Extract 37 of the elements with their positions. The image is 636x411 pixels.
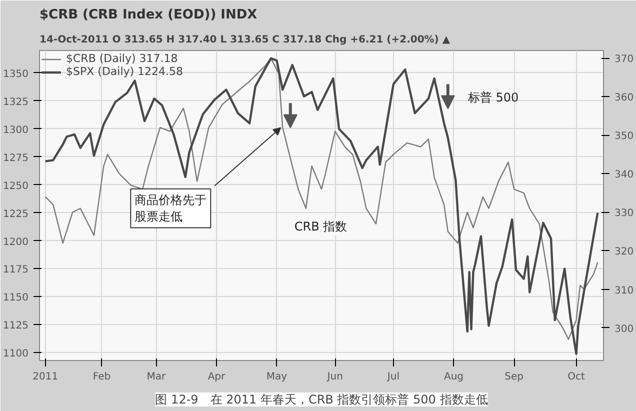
annotation: 标普 500 [466, 90, 519, 105]
x-tick-label: 2011 [32, 372, 58, 382]
y2-tick-label: 320 [614, 246, 634, 258]
x-tick-label: Jul [386, 372, 400, 382]
y2-tick-label: 370 [614, 54, 634, 66]
y-tick-label: 1125 [3, 320, 29, 332]
annotation: CRB 指数 [294, 220, 348, 234]
x-tick-label: Sep [504, 372, 524, 382]
x-tick-label: Mar [146, 372, 167, 382]
y2-tick-label: 330 [614, 208, 634, 220]
x-tick-label: Aug [444, 372, 464, 382]
x-tick-label: May [266, 372, 288, 382]
legend-label: $CRB (Daily) 317.18 [66, 52, 178, 65]
y2-tick-label: 310 [614, 285, 634, 296]
y-tick-label: 1325 [3, 96, 29, 108]
x-tick-label: Feb [92, 372, 111, 382]
y-tick-label: 1350 [3, 68, 29, 80]
y-tick-label: 1175 [3, 264, 29, 276]
y-tick-label: 1225 [3, 208, 29, 220]
caption: 图 12-9 在 2011 年春天，CRB 指数引领标普 500 指数走低 [155, 392, 488, 406]
y-tick-label: 1150 [3, 292, 29, 304]
y-tick-label: 1250 [3, 180, 29, 192]
x-tick-label: Apr [208, 372, 226, 382]
y-tick-label: 1100 [3, 348, 29, 360]
legend-label: $SPX (Daily) 1224.58 [66, 65, 184, 78]
chart-subtitle: 14-Oct-2011 O 313.65 H 317.40 L 313.65 C 317.18 Chg +6.21 (+2.00%) ▲ [40, 34, 450, 46]
chart-title: $CRB (CRB Index (EOD)) INDX [40, 8, 258, 22]
y2-tick-label: 340 [614, 170, 634, 181]
y2-tick-label: 350 [614, 131, 634, 142]
y2-tick-label: 300 [614, 324, 634, 335]
y-tick-label: 1300 [3, 124, 29, 136]
y2-tick-label: 360 [614, 92, 634, 104]
y-tick-label: 1275 [3, 152, 29, 164]
y-tick-label: 1200 [3, 236, 29, 248]
x-tick-label: Oct [568, 372, 585, 382]
x-tick-label: Jun [326, 372, 343, 382]
annotation: 商品价格先于股票走低 [134, 192, 207, 224]
